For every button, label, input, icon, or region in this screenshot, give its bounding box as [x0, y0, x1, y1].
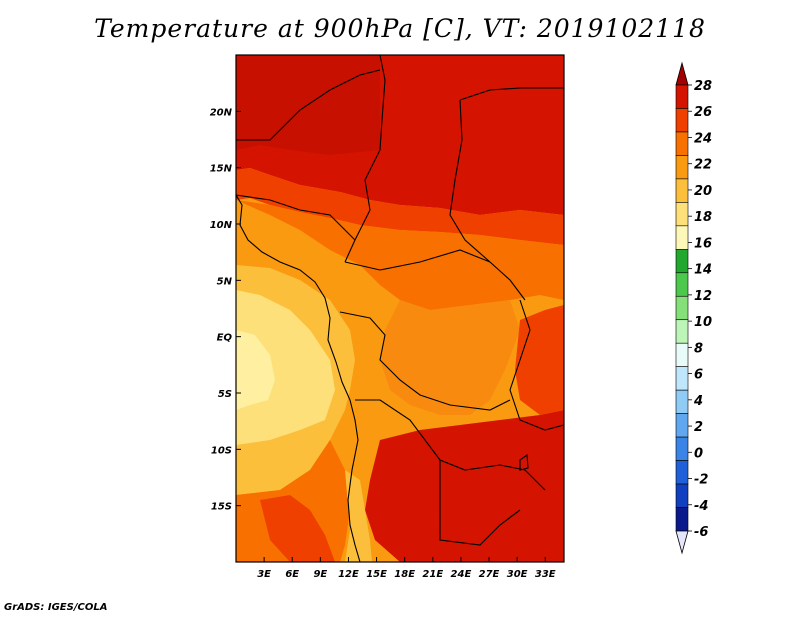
- border-line: [236, 69, 381, 141]
- colorbar-label: 22: [694, 158, 712, 173]
- colorbar-label: 0: [694, 446, 703, 461]
- lat-tick-label: 10N: [210, 220, 233, 231]
- lon-tick-label: 3E: [257, 569, 271, 580]
- colorbar-label: 28: [694, 79, 712, 94]
- border-line: [449, 99, 526, 301]
- lon-tick-label: 21E: [422, 569, 443, 580]
- colorbar-label: 12: [694, 289, 712, 304]
- lon-tick-label: 6E: [285, 569, 299, 580]
- lake-outline: [519, 453, 529, 471]
- colorbar-label: 14: [694, 263, 712, 278]
- colorbar-label: 16: [694, 236, 712, 251]
- border-line: [509, 299, 565, 431]
- border-line: [459, 87, 564, 101]
- lat-tick-label: 15N: [210, 164, 233, 175]
- colorbar-top-arrow: [675, 61, 689, 86]
- lon-tick-label: 9E: [313, 569, 327, 580]
- lon-tick-label: 24E: [451, 569, 472, 580]
- lat-tick-label: 5S: [218, 389, 232, 400]
- colorbar-swatch: [675, 319, 689, 344]
- colorbar-swatch: [675, 436, 689, 461]
- colorbar-swatch: [675, 342, 689, 367]
- border-line: [235, 194, 356, 241]
- field-band-coast-cool: [236, 290, 335, 445]
- temperature-field: [236, 55, 564, 562]
- colorbar-label: 6: [694, 368, 703, 383]
- colorbar-label: 26: [694, 105, 712, 120]
- colorbar-label: 2: [694, 420, 703, 435]
- field-band-namib: [345, 470, 372, 562]
- colorbar-label: 24: [694, 131, 712, 146]
- lat-tick-label: 15S: [211, 502, 232, 513]
- longitude-ticks: 3E 6E 9E 12E 15E 18E 21E 24E 27E 30E 33E: [257, 557, 556, 580]
- colorbar-swatch: [675, 202, 689, 227]
- border-line: [339, 311, 511, 411]
- country-borders: [235, 54, 565, 563]
- colorbar-label: 10: [694, 315, 712, 330]
- lat-tick-label: 5N: [217, 276, 233, 287]
- colorbar-swatch: [675, 483, 689, 508]
- colorbar-swatch: [675, 108, 689, 133]
- colorbar-swatch: [675, 178, 689, 203]
- lat-tick-label: 20N: [210, 107, 233, 118]
- colorbar-swatch: [675, 507, 689, 532]
- colorbar-bottom-arrow: [675, 530, 689, 555]
- field-band-orange-north: [236, 168, 564, 245]
- colorbar-label: -2: [694, 473, 708, 488]
- colorbar-swatch: [675, 460, 689, 485]
- colorbar-swatch: [675, 366, 689, 391]
- lon-tick-label: 18E: [394, 569, 415, 580]
- lon-tick-label: 33E: [535, 569, 556, 580]
- lon-tick-label: 30E: [507, 569, 528, 580]
- colorbar-label: -4: [694, 499, 708, 514]
- field-band-east: [515, 305, 564, 415]
- colorbar-swatch: [675, 131, 689, 156]
- border-line: [344, 54, 386, 263]
- field-band-coast-cooler: [236, 330, 275, 410]
- colorbar-label: 4: [693, 394, 703, 409]
- colorbar-swatch: [675, 155, 689, 180]
- lon-tick-label: 27E: [479, 569, 500, 580]
- credit-text: GrADS: IGES/COLA: [4, 602, 108, 613]
- colorbar-label: 18: [694, 210, 712, 225]
- colorbar-swatch: [675, 295, 689, 321]
- colorbar-swatch: [675, 84, 689, 109]
- colorbar-swatch: [675, 249, 689, 274]
- colorbar-swatch: [675, 272, 689, 297]
- colorbar-label: 8: [694, 341, 703, 356]
- field-band-congo: [380, 300, 520, 415]
- coastline: [235, 194, 361, 563]
- latitude-ticks: 20N 15N 10N 5N EQ 5S 10S 15S: [210, 107, 241, 513]
- lon-tick-label: 15E: [366, 569, 387, 580]
- field-band-central: [236, 200, 564, 310]
- lat-tick-label: 10S: [211, 445, 232, 456]
- colorbar-swatch: [675, 413, 689, 438]
- colorbar-label: 20: [694, 184, 712, 199]
- border-line: [344, 249, 491, 271]
- colorbar-swatch: [675, 389, 689, 414]
- border-line: [355, 399, 546, 491]
- map-frame: [235, 54, 565, 563]
- field-band-south: [365, 410, 564, 562]
- border-line: [439, 460, 521, 546]
- lat-tick-label: EQ: [217, 333, 233, 344]
- chart-title: Temperature at 900hPa [C], VT: 201910211…: [94, 14, 706, 43]
- field-band-southwest-hot: [260, 495, 335, 562]
- colorbar-label: -6: [694, 525, 708, 540]
- lon-tick-label: 12E: [338, 569, 359, 580]
- colorbar-swatch: [675, 225, 689, 250]
